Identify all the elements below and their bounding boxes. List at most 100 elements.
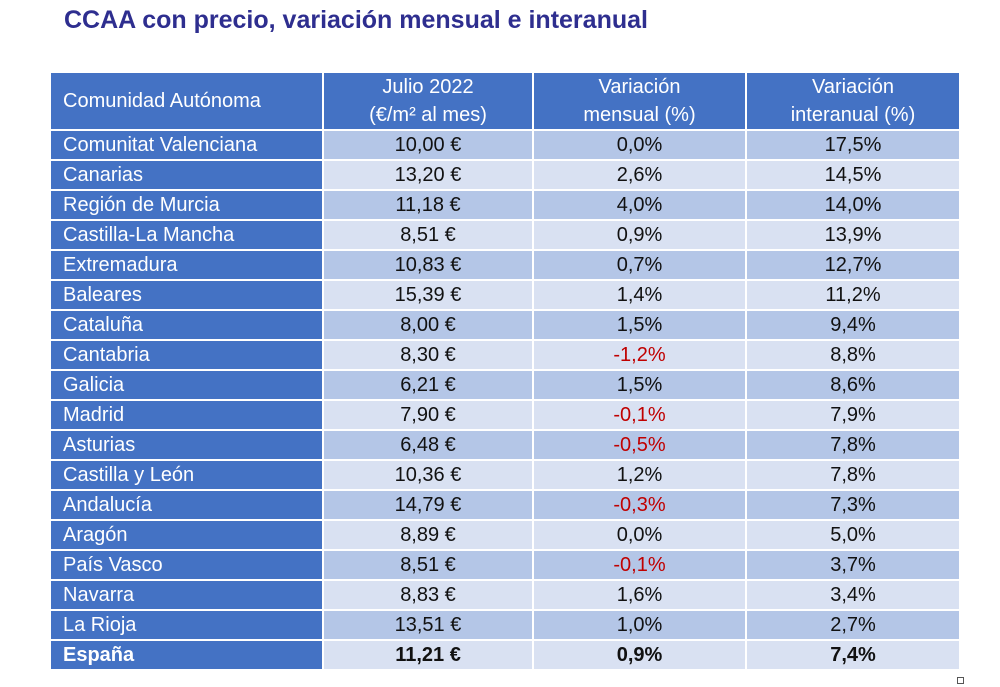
total-monthly-cell: 0,9%: [533, 640, 747, 671]
yearly-cell: 9,4%: [746, 310, 959, 341]
region-cell: Región de Murcia: [51, 190, 324, 221]
table-body: Comunitat Valenciana 10,00 €0,0% 17,5% Cana…: [51, 130, 959, 671]
yearly-cell: 3,7%: [746, 550, 959, 581]
price-cell: 8,30 €: [323, 340, 534, 371]
region-cell: Comunitat Valenciana: [51, 130, 324, 161]
total-price-cell: 11,21 €: [323, 640, 534, 671]
monthly-cell: 0,9%: [533, 220, 747, 251]
region-cell: Madrid: [51, 400, 324, 431]
header-yearly-line-1: Variación: [812, 76, 894, 98]
header-price-line-1: Julio 2022: [382, 76, 474, 98]
table-row: Comunitat Valenciana 10,00 €0,0% 17,5%: [51, 130, 959, 161]
monthly-cell: 1,0%: [533, 610, 747, 641]
price-cell: 8,89 €: [323, 520, 534, 551]
total-yearly-cell: 7,4%: [746, 640, 959, 671]
yearly-cell: 7,8%: [746, 430, 959, 461]
yearly-cell: 12,7%: [746, 250, 959, 281]
yearly-cell: 17,5%: [746, 130, 959, 161]
price-cell: 6,48 €: [323, 430, 534, 461]
yearly-cell: 7,3%: [746, 490, 959, 521]
yearly-cell: 8,6%: [746, 370, 959, 401]
table-row: La Rioja 13,51 €1,0% 2,7%: [51, 610, 959, 641]
price-cell: 10,83 €: [323, 250, 534, 281]
region-cell: Castilla y León: [51, 460, 324, 491]
region-cell: Asturias: [51, 430, 324, 461]
data-table-container: Comunidad Autónoma Julio 2022 (€/m² al m…: [51, 73, 959, 671]
monthly-cell: -0,5%: [533, 430, 747, 461]
region-cell: Aragón: [51, 520, 324, 551]
table-row: Extremadura 10,83 €0,7% 12,7%: [51, 250, 959, 281]
table-row: Aragón 8,89 €0,0% 5,0%: [51, 520, 959, 551]
monthly-cell: -1,2%: [533, 340, 747, 371]
region-cell: Extremadura: [51, 250, 324, 281]
yearly-cell: 7,8%: [746, 460, 959, 491]
region-cell: País Vasco: [51, 550, 324, 581]
table-row: Castilla-La Mancha 8,51 €0,9% 13,9%: [51, 220, 959, 251]
region-cell: Canarias: [51, 160, 324, 191]
yearly-cell: 5,0%: [746, 520, 959, 551]
yearly-cell: 13,9%: [746, 220, 959, 251]
table-row: Región de Murcia 11,18 €4,0% 14,0%: [51, 190, 959, 221]
yearly-cell: 7,9%: [746, 400, 959, 431]
price-cell: 6,21 €: [323, 370, 534, 401]
region-cell: Castilla-La Mancha: [51, 220, 324, 251]
resize-handle[interactable]: [957, 677, 964, 684]
price-cell: 13,51 €: [323, 610, 534, 641]
header-row: Comunidad Autónoma Julio 2022 (€/m² al m…: [51, 73, 959, 131]
header-region: Comunidad Autónoma: [51, 73, 324, 131]
monthly-cell: 1,4%: [533, 280, 747, 311]
table-row: Asturias 6,48 € -0,5% 7,8%: [51, 430, 959, 461]
monthly-cell: -0,3%: [533, 490, 747, 521]
table-row: Cantabria 8,30 € -1,2% 8,8%: [51, 340, 959, 371]
yearly-cell: 14,0%: [746, 190, 959, 221]
monthly-cell: 4,0%: [533, 190, 747, 221]
region-cell: Baleares: [51, 280, 324, 311]
table-row: Galicia 6,21 €1,5% 8,6%: [51, 370, 959, 401]
monthly-cell: -0,1%: [533, 550, 747, 581]
price-cell: 14,79 €: [323, 490, 534, 521]
header-monthly: Variación mensual (%): [533, 73, 747, 131]
monthly-cell: 2,6%: [533, 160, 747, 191]
region-cell: Andalucía: [51, 490, 324, 521]
region-cell: Cataluña: [51, 310, 324, 341]
monthly-cell: 0,0%: [533, 520, 747, 551]
header-monthly-line-1: Variación: [598, 76, 681, 98]
table-row: Cataluña 8,00 €1,5% 9,4%: [51, 310, 959, 341]
price-cell: 10,00 €: [323, 130, 534, 161]
page-title: CCAA con precio, variación mensual e int…: [64, 6, 648, 34]
header-yearly-line-2: interanual (%): [790, 104, 916, 126]
table-row: Canarias 13,20 €2,6% 14,5%: [51, 160, 959, 191]
price-cell: 11,18 €: [323, 190, 534, 221]
price-cell: 8,83 €: [323, 580, 534, 611]
price-cell: 15,39 €: [323, 280, 534, 311]
header-price-line-2: (€/m² al mes): [369, 104, 487, 126]
price-cell: 10,36 €: [323, 460, 534, 491]
table-row: Andalucía 14,79 € -0,3% 7,3%: [51, 490, 959, 521]
header-region-line-1: Comunidad Autónoma: [63, 90, 261, 112]
price-cell: 8,00 €: [323, 310, 534, 341]
region-cell: La Rioja: [51, 610, 324, 641]
monthly-cell: 0,0%: [533, 130, 747, 161]
region-cell: Navarra: [51, 580, 324, 611]
price-cell: 7,90 €: [323, 400, 534, 431]
yearly-cell: 11,2%: [746, 280, 959, 311]
table-row: Madrid 7,90 € -0,1% 7,9%: [51, 400, 959, 431]
region-cell: Galicia: [51, 370, 324, 401]
monthly-cell: 0,7%: [533, 250, 747, 281]
monthly-cell: 1,5%: [533, 370, 747, 401]
yearly-cell: 8,8%: [746, 340, 959, 371]
table-row: Castilla y León 10,36 €1,2% 7,8%: [51, 460, 959, 491]
yearly-cell: 14,5%: [746, 160, 959, 191]
monthly-cell: 1,5%: [533, 310, 747, 341]
table-row: Navarra 8,83 €1,6% 3,4%: [51, 580, 959, 611]
header-price: Julio 2022 (€/m² al mes): [323, 73, 534, 131]
total-row: España 11,21 € 0,9% 7,4%: [51, 640, 959, 671]
ccaa-price-table: Comunidad Autónoma Julio 2022 (€/m² al m…: [51, 73, 959, 671]
table-header: Comunidad Autónoma Julio 2022 (€/m² al m…: [51, 73, 959, 131]
region-cell: Cantabria: [51, 340, 324, 371]
monthly-cell: 1,6%: [533, 580, 747, 611]
price-cell: 8,51 €: [323, 550, 534, 581]
yearly-cell: 2,7%: [746, 610, 959, 641]
total-region-cell: España: [51, 640, 324, 671]
price-cell: 8,51 €: [323, 220, 534, 251]
